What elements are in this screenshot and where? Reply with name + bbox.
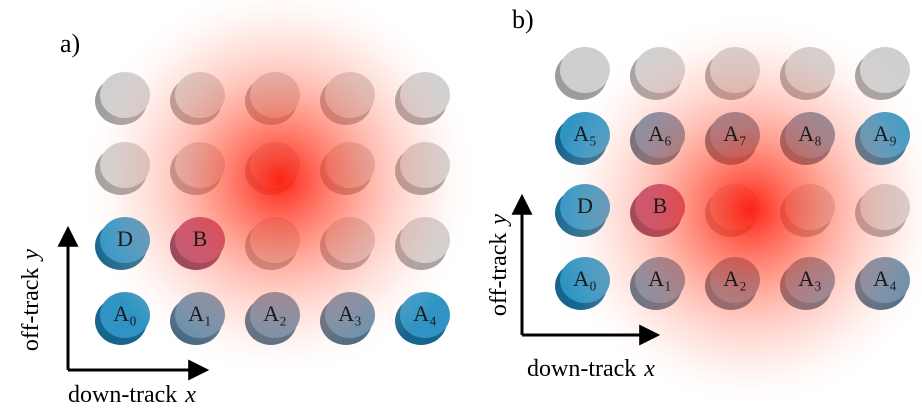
dot-label: A₁ (648, 266, 672, 291)
dot-label: A₉ (873, 121, 897, 146)
x_axis-label: down-track x (68, 382, 196, 408)
dot-label: B (653, 193, 668, 218)
dot-label: A₇ (723, 121, 747, 146)
dot-label: A₄ (873, 266, 897, 291)
axis-var: x (184, 382, 196, 408)
dot-label: A₂ (263, 301, 287, 326)
x_axis-label: down-track x (527, 356, 655, 382)
dot-label: A₁ (188, 301, 212, 326)
dot-label: A₈ (798, 121, 822, 146)
dot-label: A₄ (413, 301, 437, 326)
dot-label: A₂ (723, 266, 747, 291)
glows (80, 0, 922, 410)
panel-tag: b) (512, 5, 534, 34)
axis-text: down-track (68, 382, 177, 408)
axis-text: off-track (18, 268, 44, 352)
panel-tag: a) (60, 29, 80, 58)
dot-label: D (117, 226, 133, 251)
dot-label: A₅ (573, 121, 597, 146)
axis-var: y (18, 249, 44, 262)
dot-label: B (193, 226, 208, 251)
axis-var: x (643, 356, 655, 382)
figure: D B A₀ A₁ A₂ A₃ A₄ a) down-track x off-track y A₅ A₆ A… (0, 0, 922, 414)
y_axis-label: off-track y (486, 214, 512, 317)
axis-text: down-track (527, 356, 636, 382)
dot-label: A₀ (573, 266, 597, 291)
dot-label: D (577, 193, 593, 218)
axis-var: y (486, 214, 512, 227)
dot-label: A₆ (648, 121, 672, 146)
dot-label: A₃ (798, 266, 822, 291)
axis-text: off-track (486, 233, 512, 317)
y_axis-label: off-track y (18, 249, 44, 352)
dot-label: A₃ (338, 301, 362, 326)
dot-label: A₀ (113, 301, 137, 326)
